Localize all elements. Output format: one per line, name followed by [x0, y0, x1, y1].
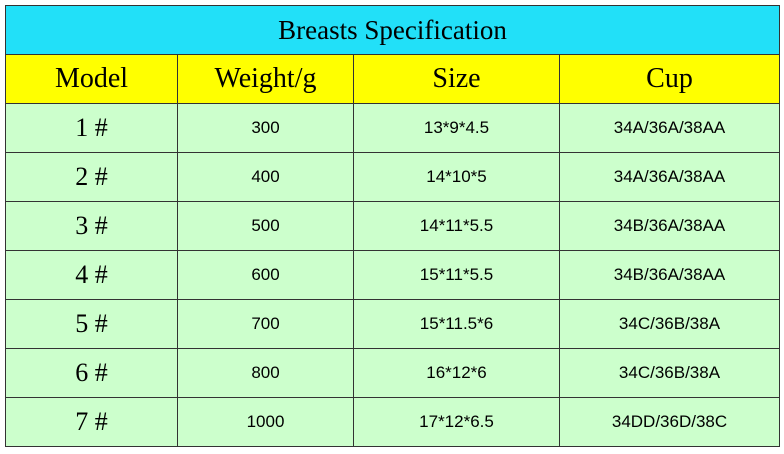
header-cell: Size	[353, 54, 560, 104]
data-cell: 13*9*4.5	[353, 103, 560, 153]
model-cell: 1 #	[5, 103, 178, 153]
data-cell: 14*11*5.5	[353, 201, 560, 251]
data-row: 5 #700 15*11.5*6 34C/36B/38A	[5, 299, 780, 349]
data-cell: 34B/36A/38AA	[559, 201, 780, 251]
data-row: 3 #500 14*11*5.5 34B/36A/38AA	[5, 201, 780, 251]
model-cell: 3 #	[5, 201, 178, 251]
header-cell: Weight/g	[177, 54, 354, 104]
data-cell: 600	[177, 250, 354, 300]
header-cell: Model	[5, 54, 178, 104]
data-cell: 800	[177, 348, 354, 398]
data-cell: 34C/36B/38A	[559, 299, 780, 349]
title-row: Breasts Specification	[5, 5, 780, 55]
data-row: 1 #300 13*9*4.5 34A/36A/38AA	[5, 103, 780, 153]
data-row: 6 #800 16*12*6 34C/36B/38A	[5, 348, 780, 398]
data-cell: 500	[177, 201, 354, 251]
data-cell: 300	[177, 103, 354, 153]
data-cell: 700	[177, 299, 354, 349]
header-row: Model Weight/g Size Cup	[5, 54, 780, 104]
model-cell: 7 #	[5, 397, 178, 447]
model-cell: 2 #	[5, 152, 178, 202]
data-cell: 15*11.5*6	[353, 299, 560, 349]
data-cell: 14*10*5	[353, 152, 560, 202]
data-row: 7 #1000 17*12*6.5 34DD/36D/38C	[5, 397, 780, 447]
data-cell: 16*12*6	[353, 348, 560, 398]
data-cell: 1000	[177, 397, 354, 447]
data-cell: 34C/36B/38A	[559, 348, 780, 398]
data-row: 2 #400 14*10*5 34A/36A/38AA	[5, 152, 780, 202]
data-row: 4 #600 15*11*5.5 34B/36A/38AA	[5, 250, 780, 300]
model-cell: 4 #	[5, 250, 178, 300]
data-cell: 34B/36A/38AA	[559, 250, 780, 300]
data-cell: 17*12*6.5	[353, 397, 560, 447]
data-cell: 400	[177, 152, 354, 202]
table-title: Breasts Specification	[5, 5, 780, 55]
table-body: Breasts Specification Model Weight/g Size C…	[5, 5, 780, 447]
model-cell: 6 #	[5, 348, 178, 398]
model-cell: 5 #	[5, 299, 178, 349]
spec-table: Breasts Specification Model Weight/g Size C…	[5, 5, 780, 447]
data-cell: 34DD/36D/38C	[559, 397, 780, 447]
data-cell: 34A/36A/38AA	[559, 103, 780, 153]
header-cell: Cup	[559, 54, 780, 104]
data-cell: 15*11*5.5	[353, 250, 560, 300]
data-cell: 34A/36A/38AA	[559, 152, 780, 202]
